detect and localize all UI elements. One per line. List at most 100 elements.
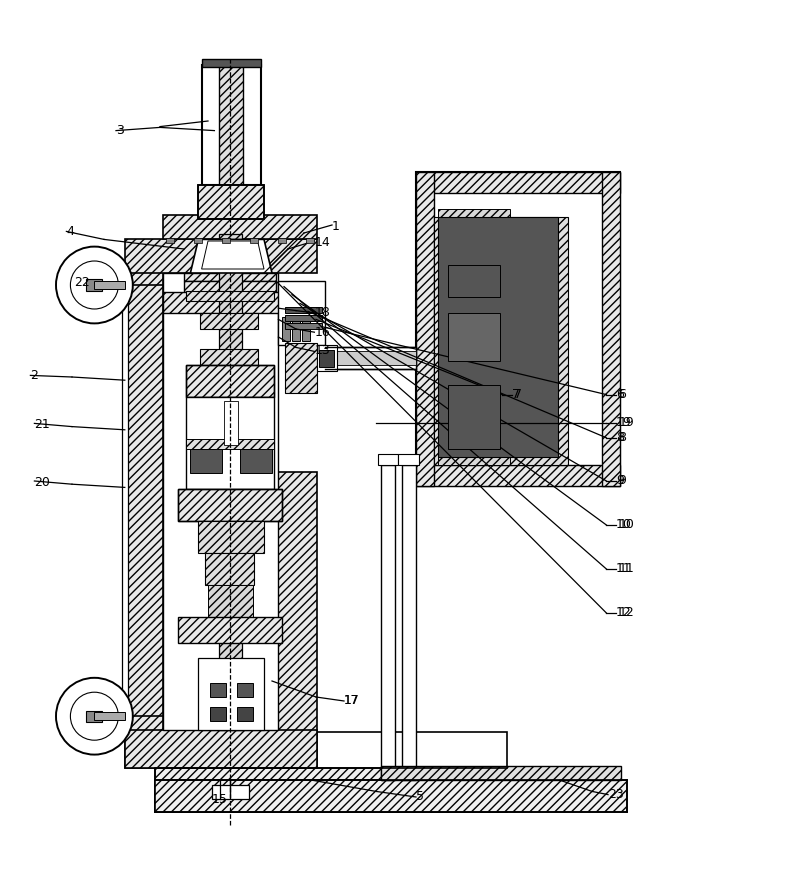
- Text: 20: 20: [34, 476, 50, 490]
- Text: 15: 15: [212, 793, 228, 806]
- Bar: [178, 489, 282, 521]
- Bar: [402, 465, 416, 781]
- Text: 17: 17: [344, 694, 359, 707]
- Bar: [438, 369, 558, 409]
- Bar: [219, 65, 243, 185]
- Bar: [210, 683, 226, 697]
- Text: 8: 8: [616, 431, 624, 445]
- Bar: [163, 273, 278, 729]
- Bar: [250, 238, 258, 243]
- Text: 11: 11: [616, 563, 632, 575]
- Bar: [285, 343, 317, 393]
- Text: 1: 1: [332, 220, 340, 233]
- Bar: [282, 317, 290, 341]
- Bar: [285, 323, 322, 329]
- Polygon shape: [190, 239, 272, 273]
- Text: 10: 10: [616, 519, 632, 532]
- Text: 11: 11: [618, 563, 634, 575]
- Text: 7: 7: [512, 388, 520, 401]
- Bar: [208, 585, 253, 617]
- Text: 6: 6: [616, 388, 624, 401]
- Bar: [278, 238, 286, 243]
- Bar: [198, 185, 264, 219]
- Bar: [86, 711, 102, 721]
- Bar: [155, 732, 507, 812]
- Text: 16: 16: [314, 326, 330, 340]
- Bar: [163, 292, 317, 313]
- Bar: [198, 521, 264, 553]
- Bar: [319, 350, 334, 368]
- Bar: [184, 281, 276, 292]
- Bar: [205, 553, 254, 585]
- Bar: [222, 238, 230, 243]
- Text: 8: 8: [618, 431, 626, 445]
- Bar: [438, 417, 558, 457]
- Bar: [200, 313, 258, 329]
- Bar: [416, 172, 620, 486]
- Circle shape: [56, 247, 133, 324]
- Text: 6: 6: [618, 388, 626, 401]
- Bar: [94, 712, 125, 721]
- Text: 5: 5: [416, 790, 424, 804]
- Bar: [438, 209, 510, 465]
- Bar: [398, 454, 419, 465]
- Bar: [302, 317, 310, 341]
- Text: 3: 3: [116, 124, 124, 137]
- Bar: [306, 238, 314, 243]
- Bar: [325, 351, 416, 365]
- Text: 21: 21: [34, 418, 50, 431]
- Bar: [602, 172, 620, 486]
- Text: 12: 12: [618, 607, 634, 619]
- Bar: [285, 307, 322, 313]
- Bar: [416, 172, 434, 486]
- Bar: [190, 449, 222, 473]
- Text: 7: 7: [514, 388, 522, 401]
- Bar: [125, 729, 317, 768]
- Bar: [155, 781, 627, 812]
- Bar: [178, 489, 282, 521]
- Bar: [122, 281, 128, 722]
- Bar: [448, 265, 500, 297]
- Bar: [186, 291, 274, 301]
- Bar: [186, 365, 274, 397]
- Bar: [448, 313, 500, 361]
- Bar: [438, 289, 558, 329]
- Bar: [237, 706, 253, 721]
- Bar: [194, 238, 202, 243]
- Bar: [125, 239, 317, 273]
- Bar: [86, 280, 102, 290]
- Bar: [155, 768, 507, 812]
- Bar: [224, 401, 238, 445]
- Text: 18: 18: [314, 307, 330, 319]
- Bar: [212, 785, 249, 799]
- Bar: [438, 217, 558, 457]
- Text: 19: 19: [616, 416, 632, 430]
- Bar: [434, 217, 568, 465]
- Bar: [186, 439, 274, 449]
- Bar: [198, 658, 264, 729]
- Bar: [198, 185, 264, 219]
- Bar: [125, 273, 163, 768]
- Bar: [452, 393, 468, 433]
- Bar: [416, 172, 620, 193]
- Bar: [240, 449, 272, 473]
- Bar: [200, 349, 258, 365]
- Bar: [202, 65, 261, 185]
- Bar: [184, 273, 276, 281]
- Bar: [381, 465, 395, 781]
- Bar: [94, 281, 125, 289]
- Bar: [186, 397, 274, 489]
- Text: 13: 13: [314, 344, 330, 357]
- Bar: [186, 365, 274, 397]
- Bar: [219, 234, 242, 729]
- Bar: [416, 465, 620, 486]
- Bar: [278, 281, 325, 345]
- Text: 4: 4: [66, 225, 74, 238]
- Bar: [178, 617, 282, 643]
- Text: 9: 9: [616, 475, 624, 488]
- Bar: [378, 454, 398, 465]
- Text: 2: 2: [30, 369, 38, 382]
- Bar: [381, 766, 621, 781]
- Text: 12: 12: [616, 607, 632, 619]
- Text: 9: 9: [618, 475, 626, 488]
